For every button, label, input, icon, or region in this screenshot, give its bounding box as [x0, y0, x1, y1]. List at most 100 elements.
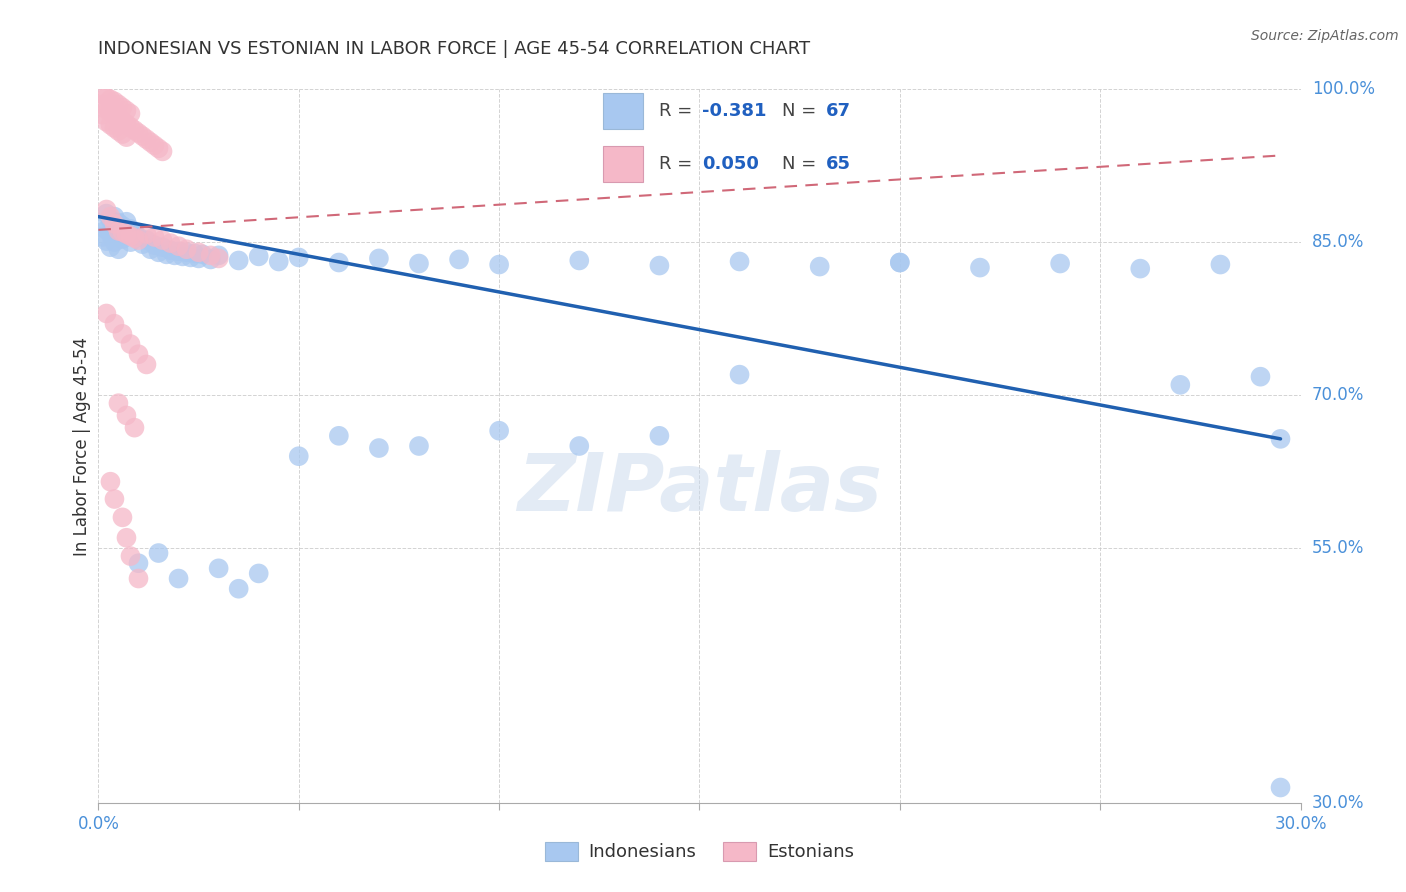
Point: [191, 247, 214, 261]
Point: [167, 244, 190, 259]
Point: [889, 255, 911, 269]
Point: [1250, 369, 1272, 384]
Point: [107, 97, 129, 112]
Point: [1129, 261, 1152, 276]
Text: 30.0%: 30.0%: [1312, 794, 1364, 812]
Point: [107, 124, 129, 138]
Point: [148, 245, 170, 260]
Point: [267, 254, 290, 268]
Point: [107, 216, 129, 230]
Point: [368, 252, 391, 266]
Point: [447, 252, 470, 267]
Point: [107, 396, 129, 410]
Bar: [603, 145, 643, 182]
Text: N =: N =: [782, 102, 823, 120]
Point: [96, 223, 118, 237]
Point: [91, 230, 114, 244]
Text: 70.0%: 70.0%: [1312, 386, 1364, 404]
Point: [100, 212, 122, 227]
Point: [152, 145, 174, 159]
Text: 65: 65: [825, 154, 851, 173]
Point: [228, 582, 250, 596]
Point: [135, 227, 157, 241]
Point: [728, 368, 751, 382]
Point: [115, 227, 138, 242]
Point: [124, 123, 146, 137]
Point: [135, 358, 157, 372]
Point: [120, 106, 142, 120]
Point: [96, 103, 118, 117]
Point: [100, 92, 122, 106]
Point: [488, 258, 510, 272]
Point: [131, 237, 153, 252]
Point: [1170, 377, 1192, 392]
Point: [115, 215, 138, 229]
Point: [120, 120, 142, 134]
Point: [143, 138, 166, 153]
Point: [107, 111, 129, 125]
Point: [488, 424, 510, 438]
Point: [103, 120, 125, 135]
Point: [128, 230, 150, 244]
Point: [128, 572, 150, 586]
Text: 0.050: 0.050: [702, 154, 759, 173]
Text: 55.0%: 55.0%: [1312, 539, 1364, 557]
Point: [103, 235, 125, 249]
Point: [120, 235, 142, 249]
Point: [107, 224, 129, 238]
Point: [128, 556, 150, 570]
Point: [143, 230, 166, 244]
Point: [176, 242, 198, 256]
Point: [155, 247, 177, 261]
Point: [1270, 432, 1292, 446]
Point: [648, 429, 671, 443]
Point: [163, 248, 186, 262]
Point: [148, 546, 170, 560]
Point: [96, 206, 118, 220]
Point: [100, 475, 122, 489]
Point: [128, 126, 150, 140]
Point: [131, 129, 153, 144]
Point: [176, 245, 198, 260]
Text: INDONESIAN VS ESTONIAN IN LABOR FORCE | AGE 45-54 CORRELATION CHART: INDONESIAN VS ESTONIAN IN LABOR FORCE | …: [98, 40, 810, 58]
Point: [247, 249, 270, 263]
Text: R =: R =: [658, 102, 697, 120]
Point: [103, 317, 125, 331]
Point: [152, 240, 174, 254]
Point: [111, 510, 134, 524]
Point: [288, 251, 311, 265]
Point: [107, 229, 129, 244]
Point: [808, 260, 831, 274]
Point: [288, 449, 311, 463]
Point: [111, 225, 134, 239]
Point: [200, 248, 222, 262]
Point: [328, 429, 350, 443]
Point: [159, 244, 181, 258]
Point: [103, 95, 125, 109]
Point: [91, 97, 114, 112]
Point: [103, 210, 125, 224]
Point: [159, 236, 181, 251]
Text: N =: N =: [782, 154, 823, 173]
Point: [120, 337, 142, 351]
Point: [124, 231, 146, 245]
Point: [120, 549, 142, 563]
Point: [1209, 258, 1232, 272]
Point: [124, 225, 146, 239]
Point: [107, 242, 129, 256]
Point: [111, 219, 134, 233]
Point: [889, 255, 911, 269]
Point: [183, 246, 205, 260]
Point: [115, 103, 138, 118]
Point: [120, 229, 142, 244]
Point: [100, 210, 122, 224]
Point: [96, 234, 118, 248]
Y-axis label: In Labor Force | Age 45-54: In Labor Force | Age 45-54: [73, 336, 91, 556]
Point: [135, 233, 157, 247]
Text: 67: 67: [825, 102, 851, 120]
Point: [328, 255, 350, 269]
Point: [969, 260, 991, 275]
Point: [208, 561, 231, 575]
Point: [103, 491, 125, 506]
Point: [1270, 780, 1292, 795]
